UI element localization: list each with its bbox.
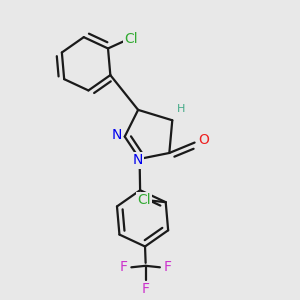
Text: F: F: [164, 260, 172, 274]
Text: F: F: [120, 260, 128, 274]
Text: N: N: [133, 153, 143, 167]
Text: F: F: [142, 282, 150, 296]
Text: N: N: [111, 128, 122, 142]
Text: H: H: [177, 104, 185, 114]
Text: Cl: Cl: [137, 193, 151, 207]
Text: Cl: Cl: [124, 32, 137, 46]
Text: O: O: [198, 133, 209, 147]
